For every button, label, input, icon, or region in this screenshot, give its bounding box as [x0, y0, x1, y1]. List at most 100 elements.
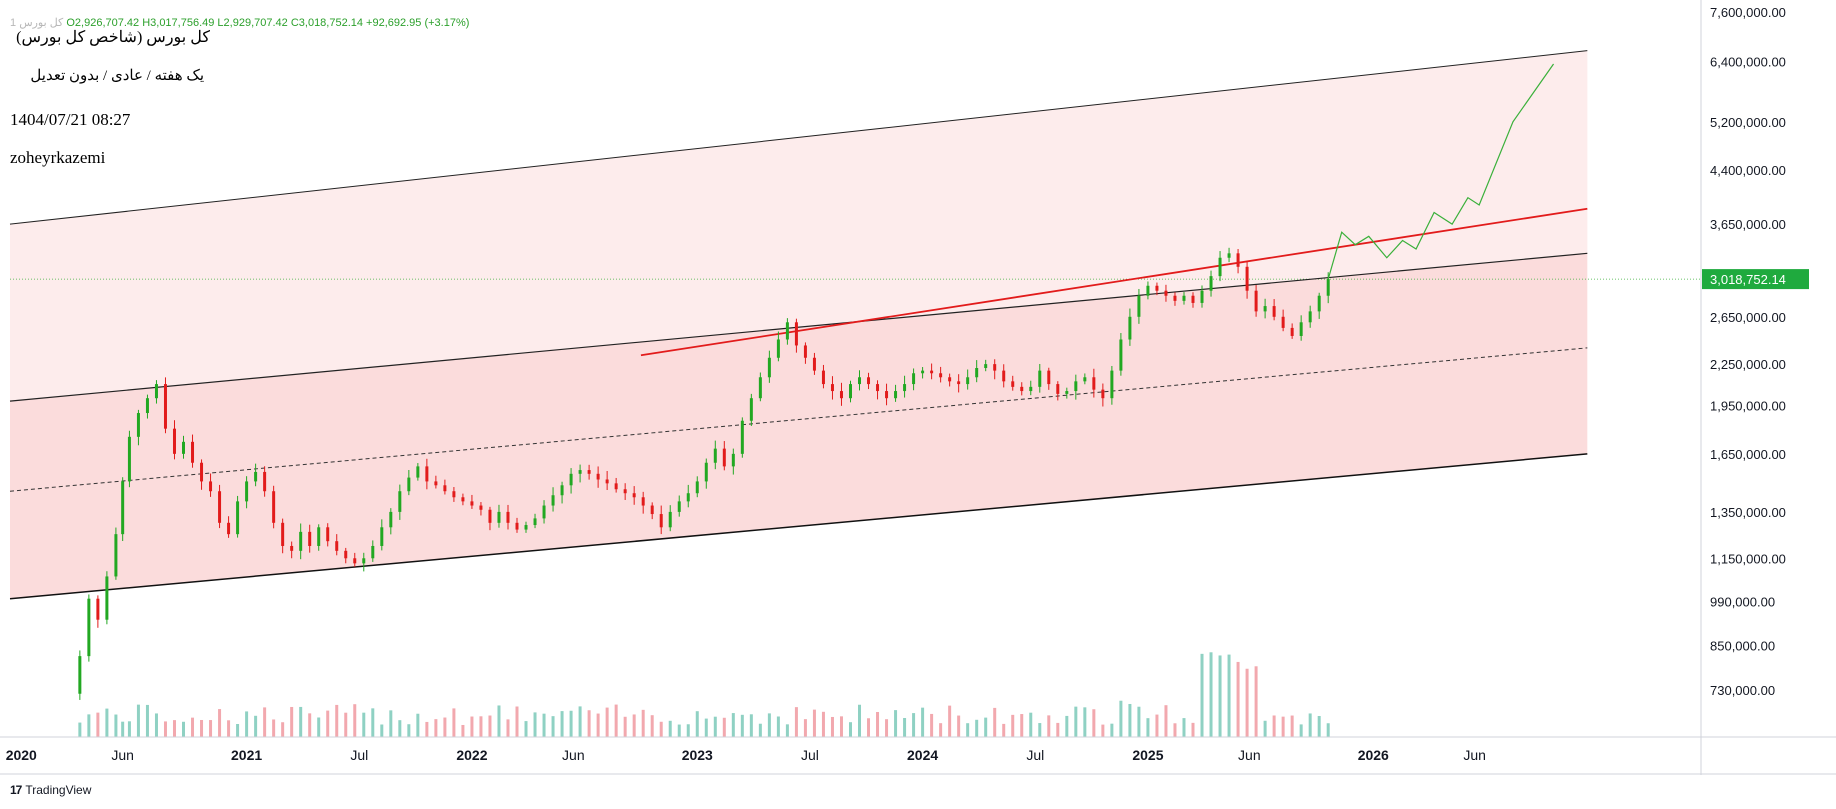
candle-body	[434, 481, 438, 486]
candle-body	[1056, 384, 1060, 394]
volume-bar	[731, 713, 735, 737]
volume-bar	[776, 716, 780, 737]
candle-body	[461, 497, 465, 502]
candle-body	[1137, 295, 1141, 317]
volume-bar	[1200, 653, 1204, 737]
volume-bar	[1209, 652, 1213, 737]
ohlc-symbol: 1 کل بورس	[10, 17, 64, 29]
channel-mid-upper-line	[9, 252, 1588, 402]
candle-body	[551, 495, 555, 506]
candle-body	[380, 527, 384, 546]
candle-body	[876, 384, 880, 392]
volume-bar	[713, 716, 717, 737]
candle-body	[632, 493, 636, 498]
candle-body	[713, 448, 717, 463]
candle-body	[1101, 389, 1105, 399]
candle-body	[353, 558, 357, 564]
candle-body	[1290, 327, 1294, 336]
candle-body	[578, 470, 582, 474]
candle-body	[200, 462, 204, 482]
candle-body	[245, 481, 249, 502]
volume-bar	[533, 712, 537, 737]
candle-body	[488, 509, 492, 523]
candle-body	[821, 370, 825, 385]
volume-bar	[957, 715, 961, 737]
candle-body	[290, 545, 294, 551]
volume-bar	[885, 719, 889, 737]
tradingview-brand[interactable]: 17 TradingView	[10, 783, 91, 797]
candle-body	[182, 441, 186, 454]
tradingview-logo-icon: 17	[10, 783, 22, 797]
candle-body	[172, 428, 176, 454]
volume-bar	[1182, 718, 1186, 737]
candle-body	[105, 576, 109, 620]
time-tick-label: Jun	[1238, 747, 1261, 763]
volume-bar	[1128, 703, 1132, 737]
candle-body	[785, 322, 789, 340]
volume-bar	[939, 723, 943, 737]
volume-bar	[785, 724, 789, 737]
channel-top-line	[9, 50, 1588, 225]
volume-bar	[1110, 723, 1114, 737]
volume-bar	[975, 719, 979, 737]
volume-bar	[578, 706, 582, 737]
price-tick-label: 3,650,000.00	[1710, 217, 1786, 232]
candle-body	[1128, 316, 1132, 340]
candle-body	[145, 398, 149, 414]
volume-bar	[434, 719, 438, 737]
candle-body	[803, 345, 807, 358]
volume-bar	[425, 721, 429, 737]
volume-bar	[209, 720, 213, 737]
volume-bar	[290, 706, 294, 737]
volume-bar	[1326, 723, 1330, 737]
volume-bar	[497, 705, 501, 737]
candle-body	[704, 462, 708, 482]
price-tick-label: 2,650,000.00	[1710, 310, 1786, 325]
candle-body	[1218, 257, 1222, 277]
price-axis[interactable]: 7,600,000.00 6,400,000.00 5,200,000.00 4,40…	[1700, 0, 1809, 775]
candle-body	[614, 483, 618, 490]
candle-body	[1146, 285, 1150, 296]
projection-path	[1327, 63, 1555, 280]
time-axis[interactable]: 2020 Jun 2021 Jul 2022 Jun 2023 Jul 2024 Jul 2025 J…	[0, 736, 1836, 775]
price-tick-label: 730,000.00	[1710, 683, 1775, 698]
candle-body	[767, 357, 771, 378]
price-tick-label: 6,400,000.00	[1710, 55, 1786, 70]
candle-body	[1083, 377, 1087, 382]
chart-title: کل بورس (شاخص کل بورس)	[16, 29, 210, 46]
candle-body	[858, 377, 862, 385]
volume-bar	[803, 719, 807, 737]
volume-bar	[858, 704, 862, 737]
volume-bar	[1056, 722, 1060, 737]
volume-bar	[515, 706, 519, 737]
volume-bar	[1254, 666, 1258, 737]
chart-datetime: 1404/07/21 08:27	[10, 110, 131, 129]
time-tick-label: 2024	[907, 747, 938, 763]
candle-body	[596, 473, 600, 480]
price-tick-label: 7,600,000.00	[1710, 5, 1786, 20]
volume-bar	[326, 710, 330, 737]
price-tick-label: 850,000.00	[1710, 639, 1775, 654]
candle-body	[830, 384, 834, 392]
candle-body	[407, 477, 411, 492]
volume-bar	[1002, 723, 1006, 737]
candle-body	[731, 453, 735, 467]
volume-bar	[1245, 668, 1249, 737]
volume-bar	[921, 707, 925, 737]
volume-bar	[1146, 718, 1150, 737]
candle-body	[1011, 381, 1015, 387]
volume-bar	[281, 722, 285, 737]
candle-body	[749, 398, 753, 421]
candle-body	[1029, 386, 1033, 392]
candle-body	[758, 377, 762, 399]
volume-bar	[105, 708, 109, 737]
volume-bar	[443, 717, 447, 737]
price-tick-label: 1,950,000.00	[1710, 399, 1786, 414]
last-price-label: 3,018,752.14	[1710, 272, 1786, 287]
candle-body	[587, 470, 591, 474]
time-tick-label: Jun	[1463, 747, 1486, 763]
candle-body	[1209, 276, 1213, 291]
candle-body	[263, 471, 267, 492]
volume-bar	[335, 704, 339, 737]
